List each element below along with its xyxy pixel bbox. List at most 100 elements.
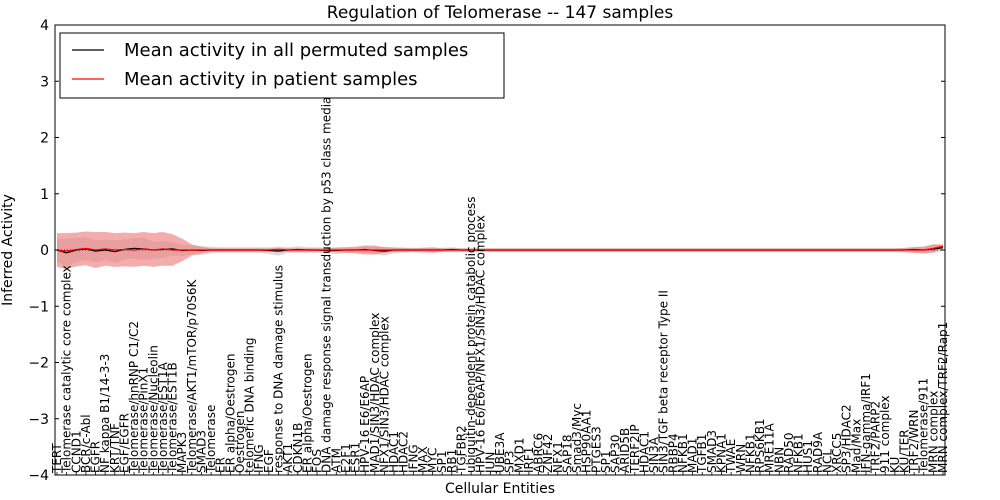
x-tick-label: SP1 (435, 451, 449, 474)
x-tick-label: HDAC2 (397, 431, 411, 473)
x-tick-label: NFX1/SIN3/HDAC complex (377, 316, 391, 473)
x-tick-label: ESR1 (349, 442, 363, 473)
x-tick-label: SP1 (599, 451, 613, 474)
x-tick-label: IFNG (406, 444, 420, 473)
x-tick-label: Telomerase/hnRNP C1/C2 (127, 321, 141, 474)
x-tick-label: RAD9A (811, 431, 825, 473)
x-tick-label: RB1 (445, 449, 459, 473)
x-tick-label: Telomerase (204, 405, 218, 474)
x-tick-label: KU/TER (897, 429, 911, 473)
x-tick-label: IFNG (252, 444, 266, 473)
x-tick-label: E2F1 (339, 443, 353, 473)
x-tick-label: CCND1 (69, 430, 83, 473)
x-tick-label: SMAD3 (194, 430, 208, 473)
x-tick-label: KRT/TNF (108, 423, 122, 473)
x-tick-label: NFKB1 (676, 433, 690, 473)
x-tick-label: SP3/HDAC2 (840, 404, 854, 473)
x-tick-label: SAP18 (560, 434, 574, 473)
x-tick-label: WRN (734, 444, 748, 473)
x-tick-label: TGFBR2 (454, 425, 468, 474)
x-tick-label: telomeric DNA binding (243, 338, 257, 474)
x-tick-label: RPS6KB1 (753, 418, 767, 473)
x-tick-label: Telomerase/EST1A (156, 361, 170, 474)
x-tick-label: JUN (483, 452, 497, 474)
x-tick-label: NFKB1 (743, 433, 757, 473)
y-tick-label: 2 (40, 131, 49, 147)
x-tick-label: KU (888, 457, 902, 473)
x-tick-label: HSP90AA1 (580, 409, 594, 473)
x-tick-label: EGF/EGFR (117, 413, 131, 473)
x-tick-label: TRF2/WRN (907, 410, 921, 474)
x-tick-label: 911 complex (878, 395, 892, 473)
x-tick-label: NCL (820, 449, 834, 473)
series-lines (56, 245, 944, 254)
x-tick-label: TWAE (724, 439, 738, 474)
x-tick-label: AKT1 (281, 443, 295, 473)
x-tick-label: ER alpha/Oestrogen (300, 354, 314, 473)
x-tick-label: KPNA1 (715, 433, 729, 473)
x-tick-label: SAP30 (609, 434, 623, 473)
x-tick-label: TERT (50, 443, 64, 474)
x-tick-label: NF kappa B1/14-3-3 (98, 354, 112, 473)
x-tick-label: MAPK3 (175, 432, 189, 473)
x-tick-label: HDAC1 (387, 431, 401, 473)
x-tick-label: DNA damage response signal transduction … (320, 80, 334, 473)
x-tick-label: Oestrogen (233, 411, 247, 473)
y-tick-label: 1 (40, 187, 49, 203)
x-tick-label: MYC (426, 448, 440, 473)
x-tick-label: CDKN1B (291, 423, 305, 473)
y-tick-label: 4 (40, 18, 49, 34)
y-tick-label: 0 (40, 243, 49, 259)
legend: Mean activity in all permuted samples Me… (59, 32, 505, 99)
x-tick-label: MAD1 (686, 438, 700, 473)
x-tick-label: Telomerase/Nucleolin (146, 345, 160, 474)
x-tick-label: TERF2IP (628, 424, 642, 474)
x-tick-label: ABRC6 (532, 433, 546, 473)
x-tick-label: UBE3A (493, 432, 507, 473)
x-tick-label: ARID5B (618, 428, 632, 473)
y-tick-label: −1 (28, 299, 49, 315)
x-tick-label: SIN3/TGF beta receptor Type II (657, 290, 671, 473)
x-tick-label: RBBP4 (666, 433, 680, 473)
x-tick-label: ZNF42 (541, 434, 555, 473)
x-tick-label: MAD1/SIN3/HDAC complex (368, 313, 382, 473)
x-tick-label: TRF2/PARP2 (869, 401, 883, 474)
x-tick-label: XRCC5 (830, 433, 844, 473)
x-tick-label: Telomerase/AKT1/mTOR/p70S6K (185, 278, 199, 474)
x-tick-label: SIN3A (647, 436, 661, 473)
x-tick-label: IFN-gamma/IRF1 (859, 373, 873, 473)
x-tick-label: ER (214, 457, 228, 473)
x-tick-label: SP3 (503, 451, 517, 474)
y-tick-label: −2 (28, 356, 49, 372)
x-tick-label: Telomerase/EST1B (166, 362, 180, 474)
x-tick-label: EGFR (89, 441, 103, 473)
x-tick-label: HDAC1 (637, 431, 651, 473)
x-tick-label: Mad/Max (849, 419, 863, 473)
x-tick-label: IRF1 (522, 447, 536, 473)
chart-title: Regulation of Telomerase -- 147 samples (327, 3, 674, 23)
y-axis-label: Inferred Activity (0, 194, 16, 306)
legend-entry-patient: Mean activity in patient samples (124, 69, 418, 90)
x-tick-label: BCR/c-Abl (79, 414, 93, 473)
x-tick-label: Telomerase/911 (917, 378, 931, 474)
x-tick-label: NFKB1 (792, 433, 806, 473)
x-tick-label: ubiquitin-dependent protein catabolic pr… (464, 197, 478, 473)
x-tick-label: MXD1 (512, 438, 526, 473)
x-tick-label: PTGES3 (589, 426, 603, 473)
x-tick-label: response to DNA damage stimulus (272, 265, 286, 473)
x-tick-label: MRN complex (926, 391, 940, 473)
x-tick-label: TGFB1 (695, 434, 709, 474)
x-tick-label: ER alpha/Oestrogen (223, 354, 237, 473)
y-tick-label: −3 (28, 412, 49, 428)
x-tick-label: HUS1 (801, 440, 815, 473)
x-tick-label: Smad3/Myc (570, 403, 584, 473)
x-tick-label: HPV-16 E6/E6AP (358, 376, 372, 473)
x-tick-label: MAX (416, 446, 430, 473)
x-tick-label: Telomerase catalytic core complex (60, 265, 74, 474)
legend-box (59, 32, 505, 99)
y-tick-label: 3 (40, 74, 49, 90)
legend-entry-permuted: Mean activity in all permuted samples (124, 40, 468, 61)
x-tick-label: EGF (262, 449, 276, 473)
x-tick-label: MRN complex/TRF2/Rap1 (936, 322, 950, 473)
